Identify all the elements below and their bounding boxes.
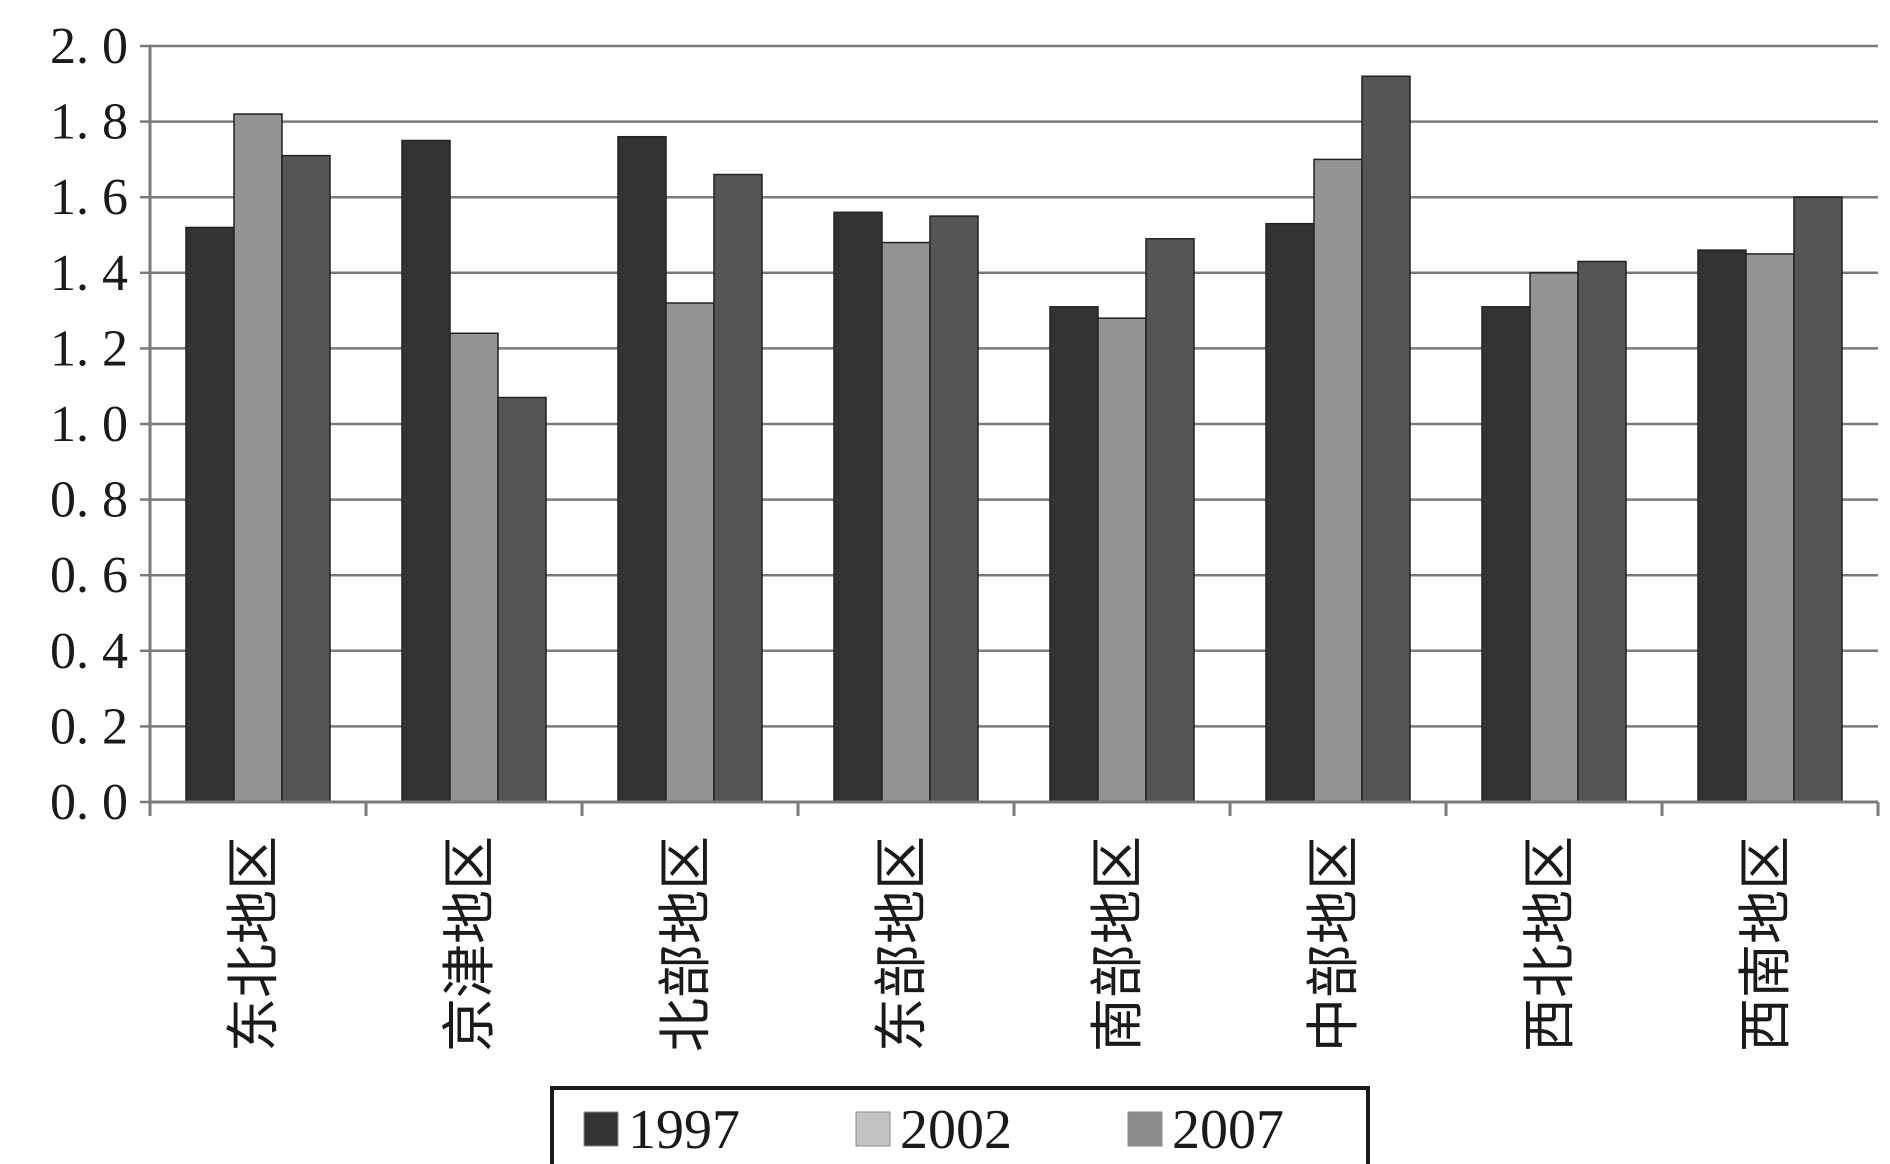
y-tick-label: 1. 2 (50, 320, 128, 377)
x-category-label: 京津地区 (438, 836, 501, 1052)
y-tick-label: 1. 6 (50, 169, 128, 226)
legend-swatch-2002 (855, 1111, 891, 1147)
y-tick-label: 2. 0 (50, 18, 128, 75)
y-tick-label: 0. 2 (50, 698, 128, 755)
x-category-labels: 东北地区 京津地区 北部地区 东部地区 南部地区 中部地区 西北地区 西南地区 (222, 836, 1797, 1052)
bar-2002 (1097, 317, 1147, 803)
y-tick-label: 0. 4 (50, 623, 128, 680)
x-category-label: 西南地区 (1734, 836, 1797, 1052)
y-tick-label: 0. 8 (50, 472, 128, 529)
legend-label-1997: 1997 (628, 1099, 740, 1161)
y-tick-label: 0. 0 (50, 774, 128, 831)
bar-2007 (1793, 196, 1843, 803)
bar-2002 (1529, 272, 1579, 803)
bar-1997 (1481, 306, 1531, 803)
bar-1997 (401, 139, 451, 803)
bar-2002 (1745, 253, 1795, 803)
x-category-label: 中部地区 (1302, 836, 1365, 1052)
y-tick-labels: 0. 0 0. 2 0. 4 0. 6 0. 8 1. 0 1. 2 1. 4 1. 6 1. 8… (50, 18, 128, 831)
bars (185, 75, 1843, 803)
bar-2002 (665, 302, 715, 803)
x-category-label: 西北地区 (1518, 836, 1581, 1052)
bar-2007 (1577, 260, 1627, 803)
axes (140, 44, 1880, 816)
legend-swatch-1997 (583, 1111, 619, 1147)
bar-2002 (449, 332, 499, 803)
x-category-label: 北部地区 (654, 836, 717, 1052)
bar-2007 (497, 396, 547, 803)
bar-2007 (929, 215, 979, 803)
bar-2002 (881, 241, 931, 803)
bar-2007 (1145, 238, 1195, 803)
bar-1997 (833, 211, 883, 803)
x-category-label: 东北地区 (222, 836, 285, 1052)
bar-1997 (617, 135, 667, 803)
bar-2007 (281, 154, 331, 803)
legend-label-2002: 2002 (900, 1099, 1012, 1161)
bar-2002 (233, 113, 283, 803)
y-tick-label: 1. 0 (50, 396, 128, 453)
legend: 1997 2002 2007 (550, 1086, 1370, 1164)
bar-1997 (185, 226, 235, 803)
bar-1997 (1265, 222, 1315, 803)
bar-1997 (1697, 249, 1747, 803)
bar-2007 (713, 173, 763, 803)
bar-2007 (1361, 75, 1411, 803)
x-category-label: 东部地区 (870, 836, 933, 1052)
legend-swatch-2007 (1127, 1111, 1163, 1147)
bar-2002 (1313, 158, 1363, 803)
legend-box (550, 1086, 1370, 1164)
y-tick-label: 1. 4 (50, 245, 128, 302)
x-category-label: 南部地区 (1086, 836, 1149, 1052)
bar-1997 (1049, 306, 1099, 803)
y-tick-label: 1. 8 (50, 94, 128, 151)
y-tick-label: 0. 6 (50, 547, 128, 604)
legend-label-2007: 2007 (1172, 1099, 1284, 1161)
